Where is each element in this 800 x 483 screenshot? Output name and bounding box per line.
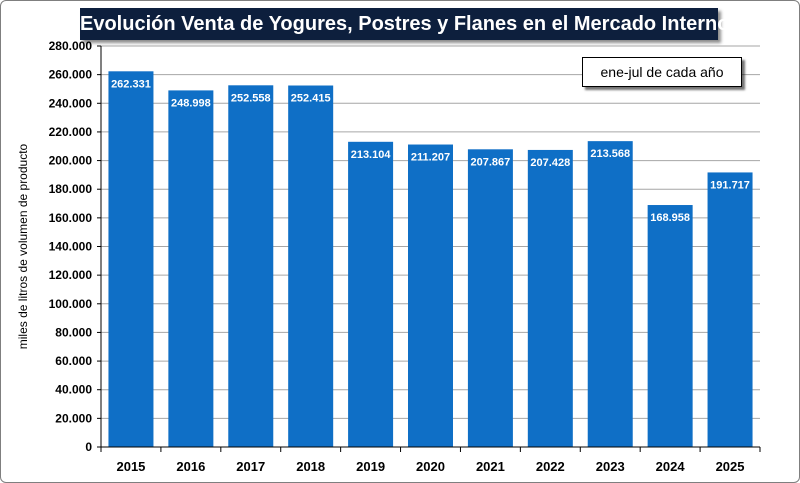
bar-2020 bbox=[408, 144, 453, 447]
bar-2023 bbox=[587, 141, 633, 447]
x-tick-label: 2025 bbox=[716, 459, 745, 474]
y-tick-label: 20.000 bbox=[55, 411, 92, 425]
data-label-2018: 252.415 bbox=[291, 93, 331, 105]
bar-2021 bbox=[467, 149, 513, 448]
y-tick-label: 80.000 bbox=[55, 325, 92, 339]
x-tick-label: 2021 bbox=[476, 459, 505, 474]
data-label-2024: 168.958 bbox=[650, 212, 690, 224]
bar-2016 bbox=[168, 90, 214, 447]
data-label-2021: 207.867 bbox=[471, 156, 511, 168]
bar-2025 bbox=[707, 172, 753, 447]
y-tick-label: 260.000 bbox=[49, 68, 93, 82]
bar-2022 bbox=[527, 149, 573, 447]
x-tick-label: 2015 bbox=[116, 459, 145, 474]
y-axis-label: miles de litros de volumen de producto bbox=[16, 143, 30, 350]
y-tick-label: 240.000 bbox=[49, 96, 93, 110]
y-tick-label: 220.000 bbox=[49, 125, 93, 139]
y-tick-label: 200.000 bbox=[49, 154, 93, 168]
data-label-2015: 262.331 bbox=[111, 78, 151, 90]
y-tick-label: 120.000 bbox=[49, 268, 93, 282]
x-tick-label: 2022 bbox=[536, 459, 565, 474]
data-label-2016: 248.998 bbox=[171, 97, 211, 109]
bar-2015 bbox=[108, 71, 154, 447]
y-tick-label: 280.000 bbox=[49, 39, 93, 53]
bar-2017 bbox=[228, 85, 274, 447]
data-label-2023: 213.568 bbox=[590, 148, 630, 160]
x-tick-label: 2023 bbox=[596, 459, 625, 474]
x-tick-label: 2017 bbox=[236, 459, 265, 474]
bar-2019 bbox=[348, 141, 394, 447]
x-axis-ticks: 2015 2016 2017 2018 2019 2020 2021 2022 2023 2024… bbox=[100, 447, 761, 474]
y-tick-label: 40.000 bbox=[55, 383, 92, 397]
y-tick-label: 180.000 bbox=[49, 182, 93, 196]
period-note: ene-jul de cada año bbox=[582, 57, 742, 87]
data-label-2017: 252.558 bbox=[231, 92, 271, 104]
x-tick-label: 2024 bbox=[656, 459, 686, 474]
data-label-2020: 211.207 bbox=[411, 152, 450, 164]
x-tick-label: 2016 bbox=[176, 459, 205, 474]
bar-2024 bbox=[647, 205, 693, 447]
y-tick-label: 100.000 bbox=[49, 297, 93, 311]
data-label-2022: 207.428 bbox=[530, 157, 570, 169]
y-axis-ticks: 0 20.000 40.000 60.000 80.000 100.000 120.000 1… bbox=[49, 39, 101, 454]
x-tick-label: 2019 bbox=[356, 459, 385, 474]
bars: 262.331 248.998 252.558 252.415 213.104 211.2… bbox=[108, 71, 753, 448]
data-label-2025: 191.717 bbox=[710, 179, 750, 191]
y-tick-label: 0 bbox=[85, 440, 92, 454]
bar-2018 bbox=[288, 85, 334, 447]
y-tick-label: 140.000 bbox=[49, 240, 93, 254]
x-tick-label: 2020 bbox=[416, 459, 445, 474]
chart-title: Evolución Venta de Yogures, Postres y Fl… bbox=[80, 8, 729, 40]
x-tick-label: 2018 bbox=[296, 459, 325, 474]
y-tick-label: 160.000 bbox=[49, 211, 93, 225]
data-label-2019: 213.104 bbox=[351, 149, 392, 161]
y-tick-label: 60.000 bbox=[55, 354, 92, 368]
